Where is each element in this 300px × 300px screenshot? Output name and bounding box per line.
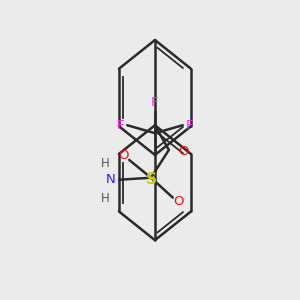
Text: S: S <box>146 172 157 187</box>
Text: O: O <box>118 149 128 162</box>
Text: N: N <box>106 173 115 186</box>
Text: F: F <box>151 96 159 110</box>
Text: F: F <box>186 119 193 132</box>
Text: F: F <box>117 119 124 132</box>
Text: O: O <box>173 195 184 208</box>
Text: O: O <box>179 146 189 158</box>
Text: H: H <box>101 157 110 170</box>
Text: H: H <box>101 192 110 205</box>
